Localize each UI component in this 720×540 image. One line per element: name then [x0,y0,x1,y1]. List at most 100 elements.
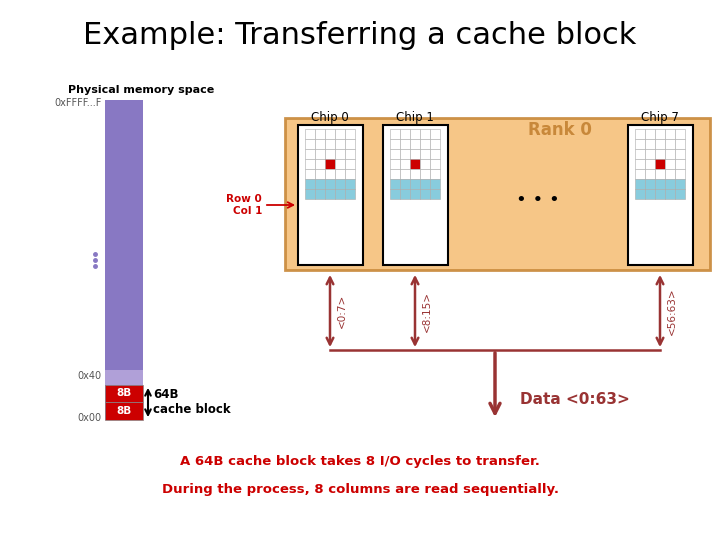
Bar [345,149,355,159]
Bar [410,139,420,149]
Bar [645,159,655,169]
Bar [675,129,685,139]
Bar [390,139,400,149]
Text: 8B: 8B [117,388,132,398]
Bar [315,189,325,199]
Text: 8B: 8B [117,406,132,416]
Bar [430,139,440,149]
Bar [315,159,325,169]
Text: <8:15>: <8:15> [422,291,432,332]
Bar [325,129,335,139]
Bar [325,189,335,199]
Bar [335,139,345,149]
Bar [390,189,400,199]
Text: 0xFFFF...F: 0xFFFF...F [55,98,102,108]
Bar [305,189,315,199]
Bar [345,139,355,149]
Bar [430,149,440,159]
Bar [410,159,420,169]
Bar [665,159,675,169]
Bar [105,100,143,420]
Bar [635,139,645,149]
Bar [420,179,430,189]
Bar [655,139,665,149]
Text: Data <0:63>: Data <0:63> [520,393,630,408]
Bar [382,125,448,265]
Bar [335,129,345,139]
Bar [420,149,430,159]
Bar [675,149,685,159]
Bar [665,179,675,189]
Bar [628,125,693,265]
Bar [400,159,410,169]
Text: Chip 0: Chip 0 [311,111,349,125]
Bar [305,129,315,139]
Text: A 64B cache block takes 8 I/O cycles to transfer.: A 64B cache block takes 8 I/O cycles to … [180,456,540,469]
Bar [390,129,400,139]
Bar [390,149,400,159]
Bar [400,139,410,149]
Bar [285,118,710,270]
Bar [315,149,325,159]
Text: 0x40: 0x40 [78,371,102,381]
Bar [345,169,355,179]
Bar [325,159,335,169]
Bar [390,179,400,189]
Bar [325,139,335,149]
Bar [645,149,655,159]
Bar [410,179,420,189]
Bar [105,370,143,385]
Bar [675,159,685,169]
Bar [305,139,315,149]
Bar [335,179,345,189]
Bar [325,179,335,189]
Bar [655,169,665,179]
Bar [410,129,420,139]
Bar [345,129,355,139]
Bar [665,139,675,149]
Bar [420,169,430,179]
Bar [430,189,440,199]
Text: <0:7>: <0:7> [337,294,347,328]
Bar [430,159,440,169]
Bar [635,179,645,189]
Bar [315,139,325,149]
Bar [420,129,430,139]
Bar [655,179,665,189]
Bar [645,129,655,139]
Bar [335,159,345,169]
Bar [315,169,325,179]
Bar [335,189,345,199]
Bar [675,169,685,179]
Bar [400,189,410,199]
Bar [297,125,362,265]
Bar [345,179,355,189]
Bar [410,189,420,199]
Bar [655,159,665,169]
Bar [645,139,655,149]
Bar [665,129,675,139]
Bar [335,169,345,179]
Bar [105,402,143,420]
Bar [345,159,355,169]
Bar [400,169,410,179]
Text: 64B
cache block: 64B cache block [153,388,230,416]
Text: Row 0
Col 1: Row 0 Col 1 [226,194,262,216]
Bar [325,149,335,159]
Text: Physical memory space: Physical memory space [68,85,215,95]
Text: Rank 0: Rank 0 [528,121,592,139]
Bar [655,129,665,139]
Bar [305,149,315,159]
Text: During the process, 8 columns are read sequentially.: During the process, 8 columns are read s… [161,483,559,496]
Bar [430,169,440,179]
Bar [335,149,345,159]
Text: • • •: • • • [516,191,559,209]
Bar [305,169,315,179]
Text: 0x00: 0x00 [78,413,102,423]
Bar [430,179,440,189]
Bar [665,189,675,199]
Bar [645,189,655,199]
Bar [675,179,685,189]
Text: Chip 1: Chip 1 [396,111,434,125]
Bar [390,159,400,169]
